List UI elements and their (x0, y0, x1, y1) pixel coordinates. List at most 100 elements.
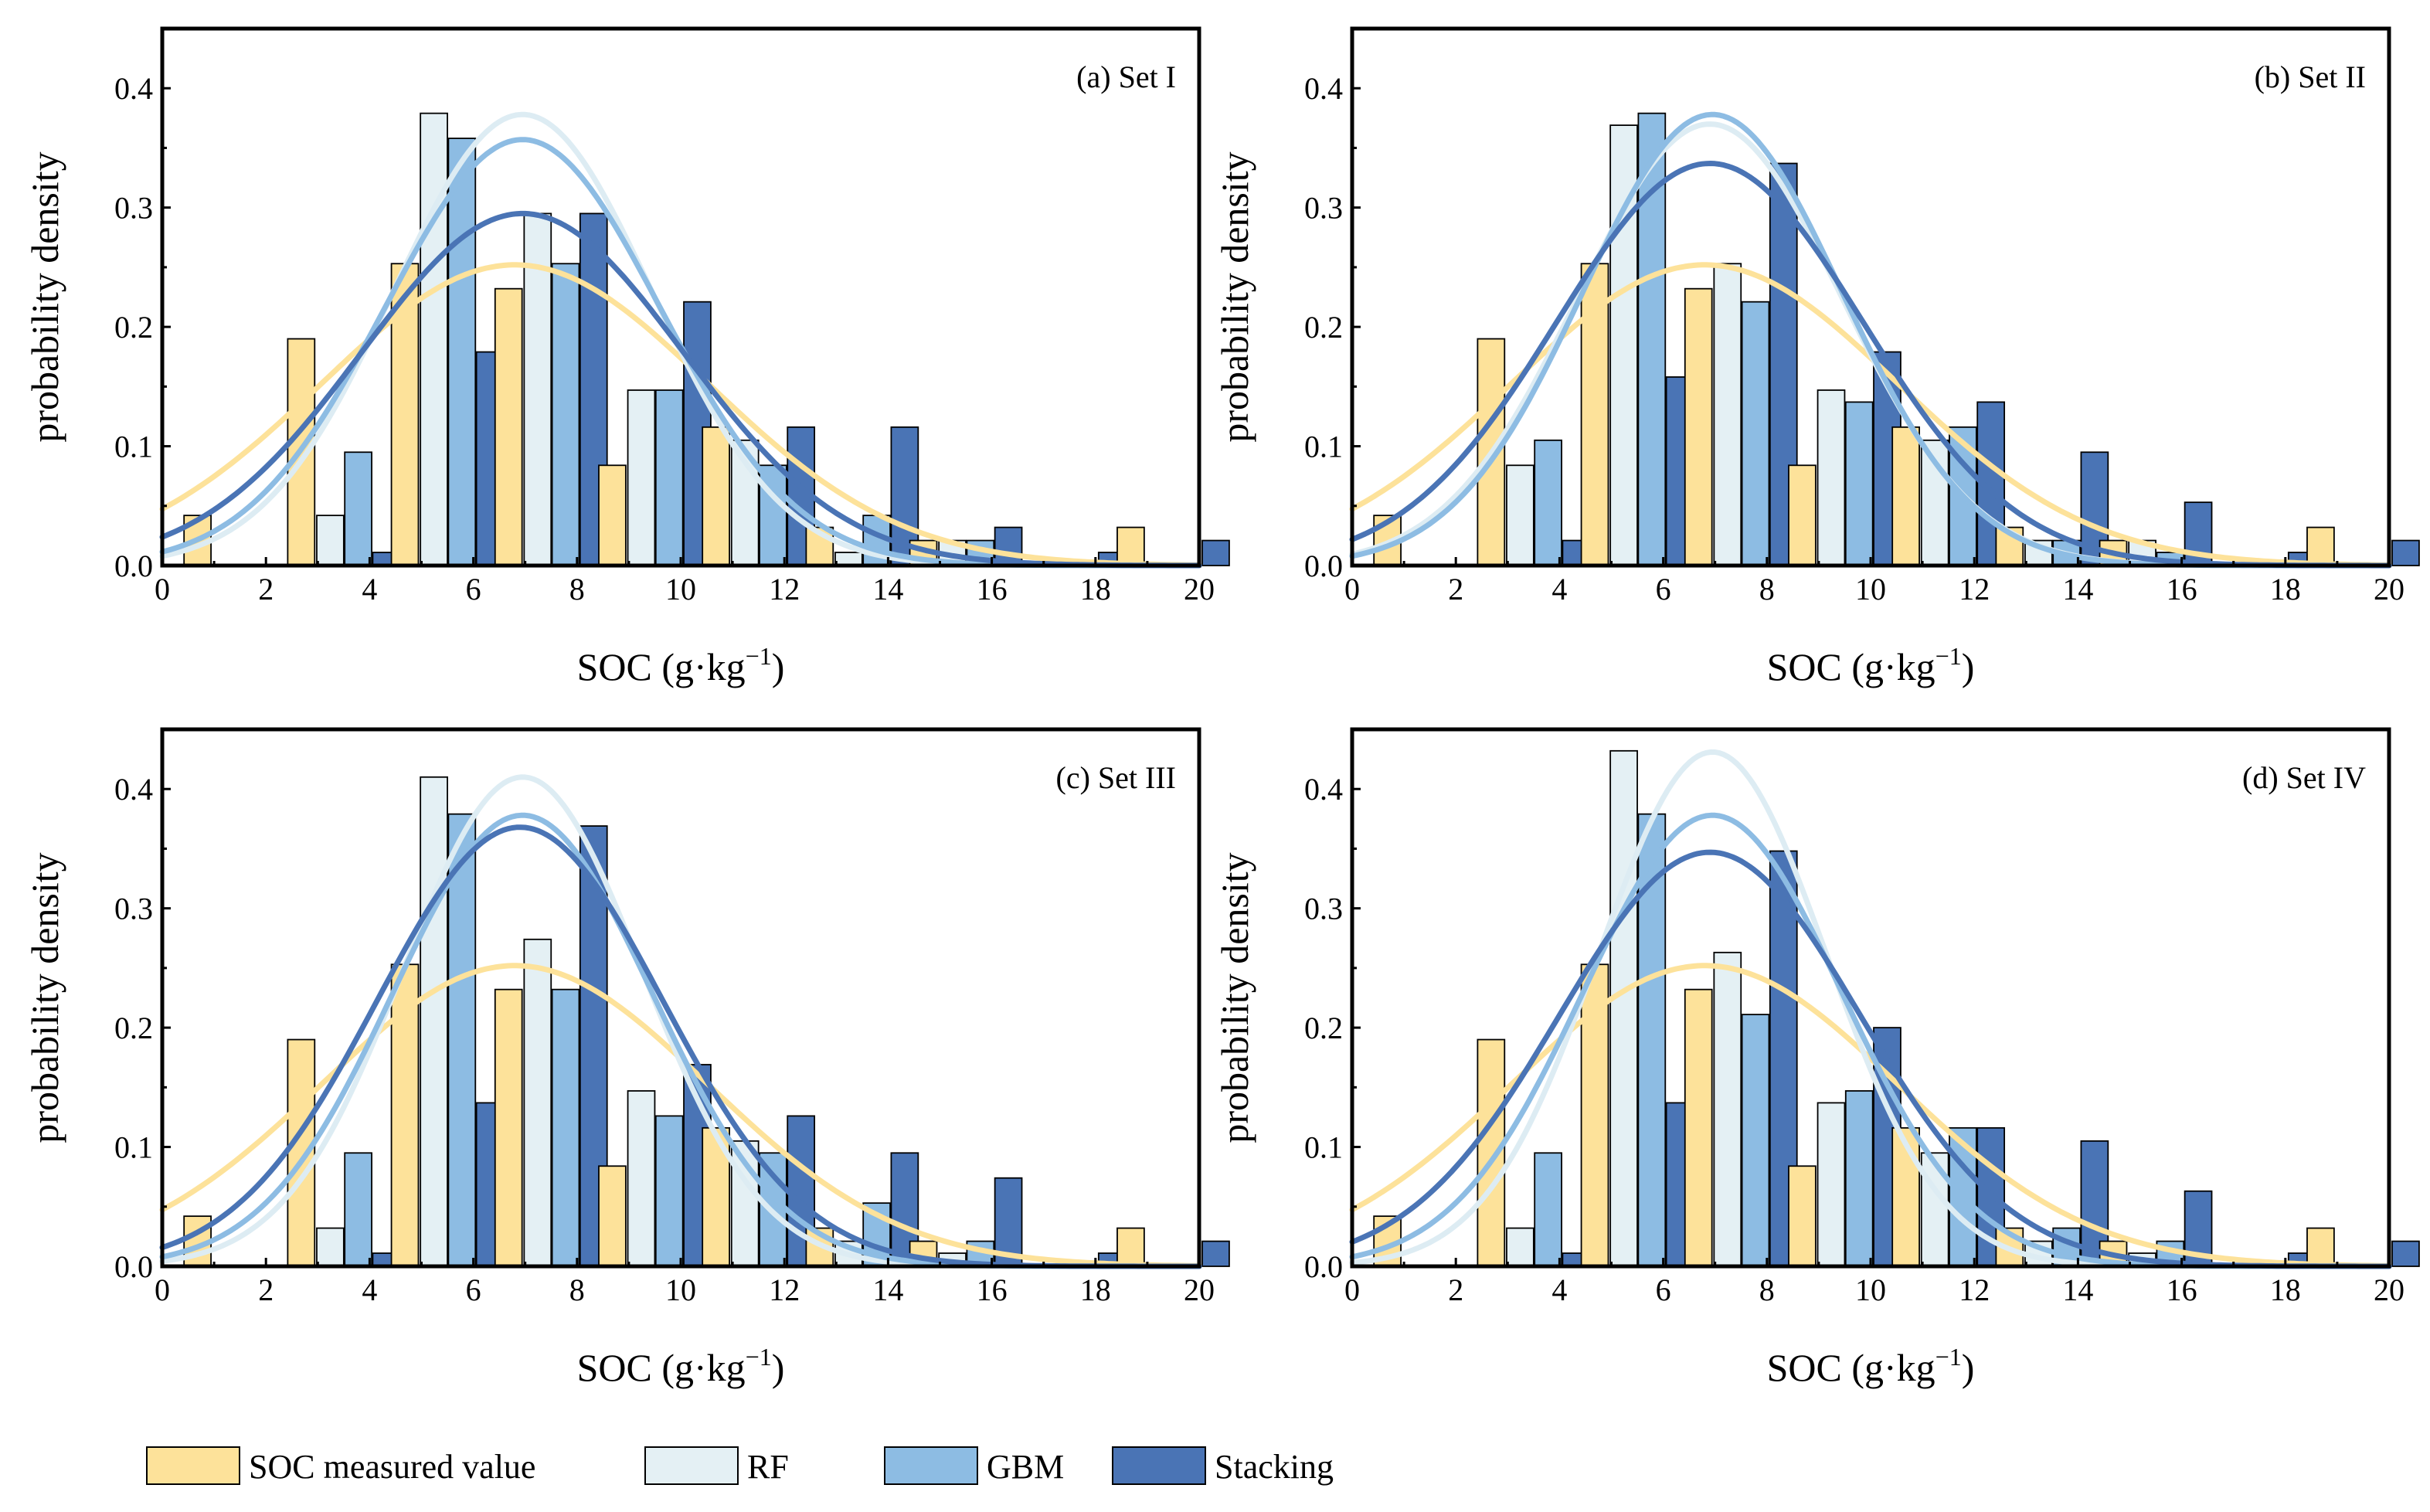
x-tick-label: 14 (872, 1272, 903, 1307)
y-tick-label: 0.4 (1304, 772, 1343, 807)
panel-title: (b) Set II (2255, 59, 2366, 94)
panel-c: 0 2 4 6 8 10 12 14 16 18 20 0.0 0.1 0.2 0.3 0.4 (c) Set … (23, 727, 1230, 1389)
bar-rf-bin-2 (316, 515, 345, 566)
panel-d: 0 2 4 6 8 10 12 14 16 18 20 0.0 0.1 0.2 0.3 0.4 (d) Set … (1213, 727, 2420, 1389)
axes: 0 2 4 6 8 10 12 14 16 18 20 0.0 0.1 0.2 0.3 0.4 (114, 728, 1215, 1307)
bar-rf-bin-2 (1506, 1227, 1534, 1267)
x-tick-label: 2 (1448, 572, 1463, 606)
x-tick-label: 0 (1344, 572, 1360, 606)
legend: SOC measured value RF GBM Stacking (146, 1446, 1334, 1486)
bar-stacking-bin-18 (1201, 1240, 1230, 1267)
bar-stacking-bin-18 (2391, 1240, 2420, 1267)
x-tick-label: 2 (1448, 1272, 1463, 1307)
plot-frame (160, 727, 1201, 1269)
y-tick-label: 0.3 (114, 191, 153, 226)
bar-soc-measured-value-bin-8 (1788, 1165, 1817, 1267)
bar-soc-measured-value-bin-8 (598, 464, 627, 566)
bar-gbm-bin-8 (654, 1115, 684, 1267)
x-tick-label: 4 (362, 1272, 377, 1307)
x-tick-label: 14 (2062, 1272, 2093, 1307)
bar-gbm-bin-6 (1741, 1014, 1770, 1267)
y-tick-label: 0.2 (114, 310, 153, 345)
panel-title: (d) Set IV (2242, 760, 2366, 795)
legend-swatch (884, 1446, 978, 1485)
bar-soc-measured-value-bin-8 (1788, 464, 1817, 566)
bar-rf-bin-10 (1920, 1152, 1949, 1267)
bar-gbm-bin-2 (1534, 439, 1562, 566)
bar-gbm-bin-8 (1844, 1090, 1874, 1267)
x-tick-label: 18 (2270, 572, 2301, 606)
bar-stacking-bin-12 (890, 1152, 919, 1267)
bar-rf-bin-2 (1506, 464, 1534, 566)
y-tick-label: 0.4 (1304, 71, 1343, 106)
bar-rf-bin-4 (1609, 749, 1638, 1267)
panel-title: (a) Set I (1076, 59, 1176, 94)
bar-rf-bin-8 (1817, 1102, 1846, 1267)
panel-b: 0 2 4 6 8 10 12 14 16 18 20 0.0 0.1 0.2 0.3 0.4 (b) Set … (1213, 26, 2420, 688)
x-tick-label: 16 (2167, 572, 2197, 606)
bars (183, 112, 1230, 566)
bar-soc-measured-value-bin-10 (1891, 1126, 1920, 1267)
x-tick-label: 12 (769, 1272, 800, 1307)
x-tick-label: 8 (569, 572, 585, 606)
y-tick-label: 0.3 (1304, 191, 1343, 226)
bar-gbm-bin-6 (551, 263, 580, 566)
x-tick-label: 10 (1855, 1272, 1886, 1307)
x-tick-label: 18 (1080, 1272, 1111, 1307)
bar-stacking-bin-18 (2391, 539, 2420, 566)
x-tick-label: 12 (769, 572, 800, 606)
y-tick-label: 0.0 (114, 549, 153, 583)
y-tick-label: 0.0 (114, 1249, 153, 1284)
x-axis-label: SOC (g·kg−1) (577, 1343, 785, 1389)
bar-gbm-bin-6 (551, 988, 580, 1267)
y-axis-label: probability density (23, 852, 66, 1143)
panel-title: (c) Set III (1056, 760, 1176, 795)
y-tick-label: 0.1 (114, 1130, 153, 1165)
bar-soc-measured-value-bin-6 (494, 287, 523, 566)
bar-rf-bin-8 (1817, 389, 1846, 566)
x-tick-label: 4 (1551, 1272, 1567, 1307)
panels: 0 2 4 6 8 10 12 14 16 18 200.00.10.20.30.4 (a) Set … (23, 26, 2420, 1389)
bars (183, 776, 1230, 1267)
x-tick-label: 2 (258, 572, 274, 606)
y-tick-label: 0.4 (114, 772, 153, 807)
bar-soc-measured-value-bin-8 (598, 1165, 627, 1267)
x-tick-label: 16 (977, 1272, 1008, 1307)
x-tick-label: 16 (2167, 1272, 2197, 1307)
bar-rf-bin-8 (627, 1090, 656, 1267)
x-tick-label: 6 (466, 572, 481, 606)
y-tick-label: 0.1 (1304, 1130, 1343, 1165)
x-tick-label: 10 (665, 572, 696, 606)
legend-item-gbm: GBM (884, 1446, 1064, 1486)
x-tick-label: 18 (1080, 572, 1111, 606)
y-tick-label: 0.2 (1304, 1011, 1343, 1045)
curve-stacking (159, 210, 1202, 569)
x-tick-label: 20 (2374, 572, 2405, 606)
x-tick-label: 0 (155, 1272, 170, 1307)
y-tick-label: 0.2 (1304, 310, 1343, 345)
x-tick-label: 18 (2270, 1272, 2301, 1307)
x-axis-label: SOC (g·kg−1) (1767, 1343, 1975, 1389)
bars (1373, 749, 2420, 1267)
x-tick-label: 8 (1759, 572, 1775, 606)
x-tick-label: 2 (258, 1272, 274, 1307)
bar-gbm-bin-6 (1741, 301, 1770, 566)
x-tick-label: 20 (1184, 1272, 1215, 1307)
y-tick-label: 0.0 (1304, 549, 1343, 583)
bar-soc-measured-value-bin-10 (1891, 426, 1920, 566)
y-tick-label: 0.1 (114, 430, 153, 464)
bar-gbm-bin-8 (1844, 401, 1874, 566)
y-tick-label: 0.3 (1304, 892, 1343, 926)
legend-item-soc-measured-value: SOC measured value (146, 1446, 535, 1486)
x-tick-label: 10 (665, 1272, 696, 1307)
bar-soc-measured-value-bin-6 (1684, 988, 1713, 1267)
x-tick-label: 10 (1855, 572, 1886, 606)
x-tick-label: 6 (1656, 572, 1671, 606)
x-tick-label: 16 (977, 572, 1008, 606)
x-tick-label: 8 (569, 1272, 585, 1307)
bar-gbm-bin-2 (344, 1152, 372, 1267)
bar-rf-bin-6 (1713, 951, 1742, 1267)
legend-label: Stacking (1215, 1448, 1334, 1486)
bar-rf-bin-6 (523, 938, 552, 1267)
